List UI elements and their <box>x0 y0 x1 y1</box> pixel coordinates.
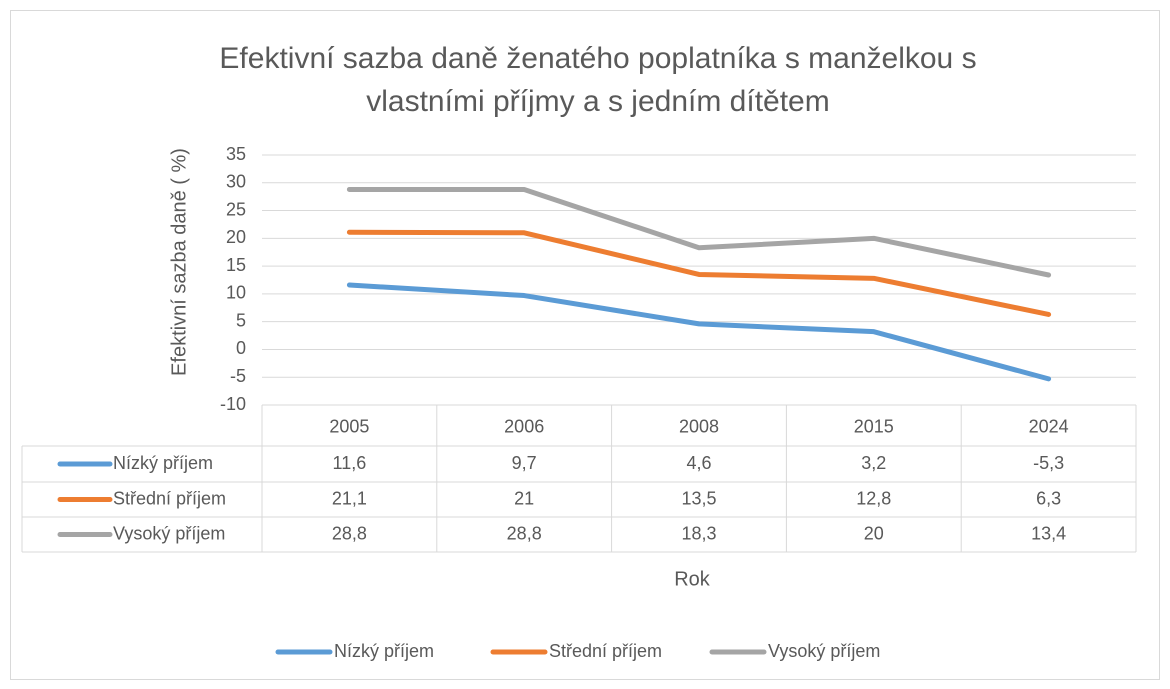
y-tick-label: 30 <box>226 172 246 192</box>
table-cell: 21 <box>514 488 534 508</box>
table-cell: 21,1 <box>332 488 367 508</box>
y-tick-label: 10 <box>226 283 246 303</box>
legend-label: Střední příjem <box>549 641 662 661</box>
chart-title: Efektivní sazba daně ženatého poplatníka… <box>219 42 976 75</box>
y-tick-label: 25 <box>226 199 246 219</box>
chart-title: vlastními příjmy a s jedním dítětem <box>366 85 829 118</box>
y-tick-label: 35 <box>226 144 246 164</box>
table-cell: 6,3 <box>1036 488 1061 508</box>
table-cell: 28,8 <box>332 523 367 543</box>
y-tick-label: -5 <box>230 366 246 386</box>
y-tick-label: 0 <box>236 338 246 358</box>
x-tick-label: 2024 <box>1029 416 1069 436</box>
table-cell: 20 <box>864 523 884 543</box>
table-cell: 18,3 <box>681 523 716 543</box>
y-axis-title: Efektivní sazba daně ( %) <box>168 148 190 376</box>
legend-label: Vysoký příjem <box>768 641 880 661</box>
legend-label: Nízký příjem <box>334 641 434 661</box>
x-tick-label: 2008 <box>679 416 719 436</box>
table-cell: 11,6 <box>333 453 367 473</box>
y-tick-label: 20 <box>226 227 246 247</box>
x-tick-label: 2005 <box>329 416 369 436</box>
y-tick-label: 5 <box>236 310 246 330</box>
table-row-header: Vysoký příjem <box>113 523 225 543</box>
table-row-header: Nízký příjem <box>113 453 213 473</box>
table-cell: 28,8 <box>507 523 542 543</box>
series-line <box>346 229 1052 317</box>
table-row-header: Střední příjem <box>113 488 226 508</box>
series-line <box>346 186 1052 278</box>
table-cell: 13,5 <box>681 488 716 508</box>
x-tick-label: 2006 <box>504 416 544 436</box>
x-axis-title: Rok <box>674 568 711 590</box>
table-cell: 12,8 <box>856 488 891 508</box>
table-cell: 4,6 <box>686 453 711 473</box>
series-line <box>346 282 1052 382</box>
chart-border <box>10 10 1160 680</box>
table-cell: -5,3 <box>1033 453 1064 473</box>
table-cell: 9,7 <box>512 453 537 473</box>
x-tick-label: 2015 <box>854 416 894 436</box>
table-cell: 3,2 <box>861 453 886 473</box>
y-tick-label: -10 <box>220 394 246 414</box>
table-cell: 13,4 <box>1031 523 1066 543</box>
y-tick-label: 15 <box>226 255 246 275</box>
